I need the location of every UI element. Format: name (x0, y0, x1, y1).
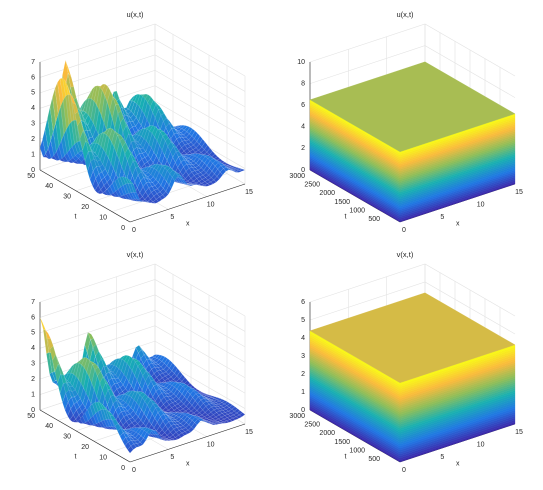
t-axis (39, 409, 131, 463)
z-tick-label: 7 (31, 59, 35, 66)
x-tick-label: 10 (477, 442, 485, 449)
t-tick-label: 50 (27, 413, 35, 420)
t-tick-label: 20 (81, 444, 89, 451)
t-tick-label: 40 (45, 183, 53, 190)
x-axis-label: x (186, 221, 190, 228)
x-tick-label: 15 (515, 429, 523, 436)
z-tick-label: 3 (31, 361, 35, 368)
surface-patch (127, 445, 134, 454)
t-axis (39, 169, 131, 223)
x-axis-label: x (186, 461, 190, 468)
z-tick-label: 4 (301, 124, 305, 131)
z-tick-label: 4 (31, 105, 35, 112)
surface-plot: 0 1 2 3 4 5 6 7 0 5 10 15 0 10 20 30 40 50 v(x,t) x t (27, 250, 253, 474)
z-tick-label: 1 (31, 151, 35, 158)
z-tick-label: 1 (31, 391, 35, 398)
t-tick-label: 10 (99, 454, 107, 461)
t-tick-label: 3000 (289, 413, 305, 420)
chart-title: u(x,t) (126, 10, 144, 19)
x-tick-label: 5 (170, 454, 174, 461)
t-tick-label: 10 (99, 214, 107, 221)
z-grid-line (39, 279, 246, 332)
z-tick-label: 3 (301, 353, 305, 360)
t-tick-label: 2000 (319, 430, 335, 437)
z-tick-label: 0 (31, 407, 35, 414)
x-tick-label: 10 (477, 202, 485, 209)
z-grid-line (39, 263, 246, 317)
z-tick-label: 6 (301, 299, 305, 306)
t-tick-label: 2000 (319, 190, 335, 197)
t-tick-label: 2500 (304, 422, 320, 429)
z-tick-label: 2 (301, 371, 305, 378)
surface-top (309, 292, 516, 383)
t-tick-label: 500 (368, 216, 380, 223)
x-tick-label: 0 (402, 227, 406, 234)
t-tick-label: 0 (121, 465, 125, 472)
x-axis-label: x (456, 461, 460, 468)
z-tick-label: 1 (301, 389, 305, 396)
x-tick-label: 5 (170, 214, 174, 221)
x-tick-label: 0 (402, 467, 406, 474)
x-axis-label: x (456, 221, 460, 228)
z-tick-label: 2 (31, 136, 35, 143)
z-tick-label: 2 (31, 376, 35, 383)
z-tick-label: 0 (301, 407, 305, 414)
t-axis-label: t (345, 213, 347, 220)
z-tick-label: 4 (301, 335, 305, 342)
t-tick-label: 20 (81, 204, 89, 211)
surface-top (309, 61, 516, 152)
x-tick-label: 5 (440, 214, 444, 221)
t-tick-label: 30 (63, 194, 71, 201)
t-tick-label: 3000 (289, 173, 305, 180)
chart-title: u(x,t) (396, 10, 414, 19)
surface-patch (127, 178, 134, 184)
z-grid-line (39, 294, 246, 348)
surface-plot: 0 1 2 3 4 5 6 7 0 5 10 15 0 10 20 30 40 50 u(x,t) x t (27, 10, 253, 234)
chart-title: v(x,t) (397, 250, 414, 259)
x-axis (129, 183, 246, 223)
z-tick-label: 3 (31, 121, 35, 128)
z-tick-label: 0 (301, 167, 305, 174)
t-axis-label: t (75, 213, 77, 220)
z-tick-label: 8 (301, 80, 305, 87)
t-tick-label: 500 (368, 456, 380, 463)
t-tick-label: 0 (121, 225, 125, 232)
z-tick-label: 5 (301, 317, 305, 324)
z-tick-label: 2 (301, 145, 305, 152)
z-tick-label: 4 (31, 345, 35, 352)
z-tick-label: 10 (297, 59, 305, 66)
x-tick-label: 15 (515, 189, 523, 196)
z-tick-label: 6 (31, 314, 35, 321)
t-tick-label: 2500 (304, 182, 320, 189)
x-tick-label: 10 (207, 442, 215, 449)
t-tick-label: 1000 (349, 208, 365, 215)
x-tick-label: 0 (132, 227, 136, 234)
x-axis (129, 423, 246, 463)
x-tick-label: 0 (132, 467, 136, 474)
x-tick-label: 15 (245, 429, 253, 436)
z-grid-line (39, 23, 246, 77)
t-tick-label: 30 (63, 434, 71, 441)
t-tick-label: 50 (27, 173, 35, 180)
z-tick-label: 0 (31, 167, 35, 174)
z-tick-label: 6 (31, 74, 35, 81)
t-axis-label: t (75, 453, 77, 460)
chart-title: v(x,t) (127, 250, 144, 259)
z-tick-label: 7 (31, 299, 35, 306)
t-tick-label: 1500 (334, 199, 350, 206)
z-tick-label: 5 (31, 90, 35, 97)
z-tick-label: 5 (31, 330, 35, 337)
t-tick-label: 40 (45, 423, 53, 430)
t-tick-label: 1500 (334, 439, 350, 446)
t-axis-label: t (345, 453, 347, 460)
x-tick-label: 15 (245, 189, 253, 196)
z-tick-label: 6 (301, 102, 305, 109)
x-tick-label: 10 (207, 202, 215, 209)
x-tick-label: 5 (440, 454, 444, 461)
t-tick-label: 1000 (349, 448, 365, 455)
